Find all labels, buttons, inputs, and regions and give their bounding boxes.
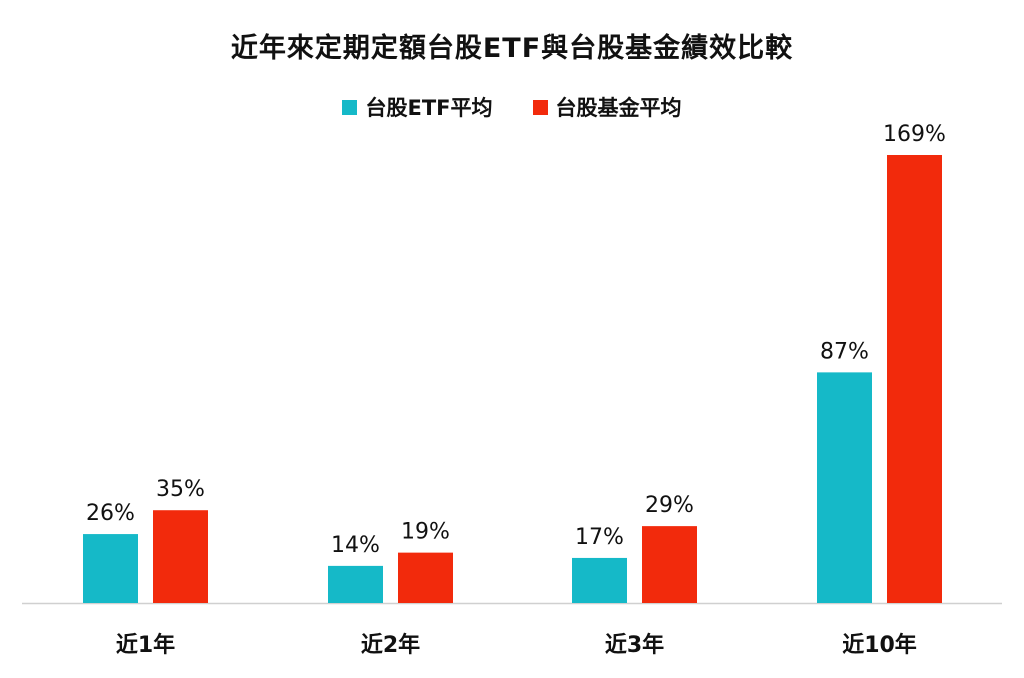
data-label-etf-2y: 14% bbox=[331, 533, 380, 558]
x-tick-label-10y: 近10年 bbox=[842, 632, 917, 658]
bar-etf-3y bbox=[572, 557, 627, 603]
data-label-fund-3y: 29% bbox=[645, 493, 694, 518]
bar-fund-3y bbox=[642, 526, 697, 603]
data-label-etf-1y: 26% bbox=[86, 501, 135, 526]
legend: 台股ETF平均 台股基金平均 bbox=[0, 92, 1024, 122]
data-label-fund-1y: 35% bbox=[156, 477, 205, 502]
bar-etf-1y bbox=[83, 534, 138, 603]
bar-fund-1y bbox=[153, 510, 208, 603]
x-tick-label-1y: 近1年 bbox=[116, 632, 175, 658]
legend-swatch-fund bbox=[532, 99, 548, 115]
data-label-fund-2y: 19% bbox=[401, 520, 450, 545]
legend-item-etf: 台股ETF平均 bbox=[342, 92, 493, 122]
x-tick-label-2y: 近2年 bbox=[361, 632, 420, 658]
data-label-etf-10y: 87% bbox=[820, 339, 869, 364]
data-label-etf-3y: 17% bbox=[575, 525, 624, 550]
legend-label-fund: 台股基金平均 bbox=[555, 96, 682, 120]
bar-fund-2y bbox=[398, 552, 453, 603]
bar-etf-2y bbox=[328, 565, 383, 603]
data-label-fund-10y: 169% bbox=[883, 122, 946, 147]
chart-title: 近年來定期定額台股ETF與台股基金績效比較 bbox=[230, 33, 794, 64]
legend-item-fund: 台股基金平均 bbox=[532, 92, 682, 122]
legend-label-etf: 台股ETF平均 bbox=[365, 96, 493, 120]
bar-etf-10y bbox=[817, 372, 872, 603]
legend-swatch-etf bbox=[342, 99, 358, 115]
bar-fund-10y bbox=[887, 155, 942, 603]
x-tick-label-3y: 近3年 bbox=[605, 632, 664, 658]
